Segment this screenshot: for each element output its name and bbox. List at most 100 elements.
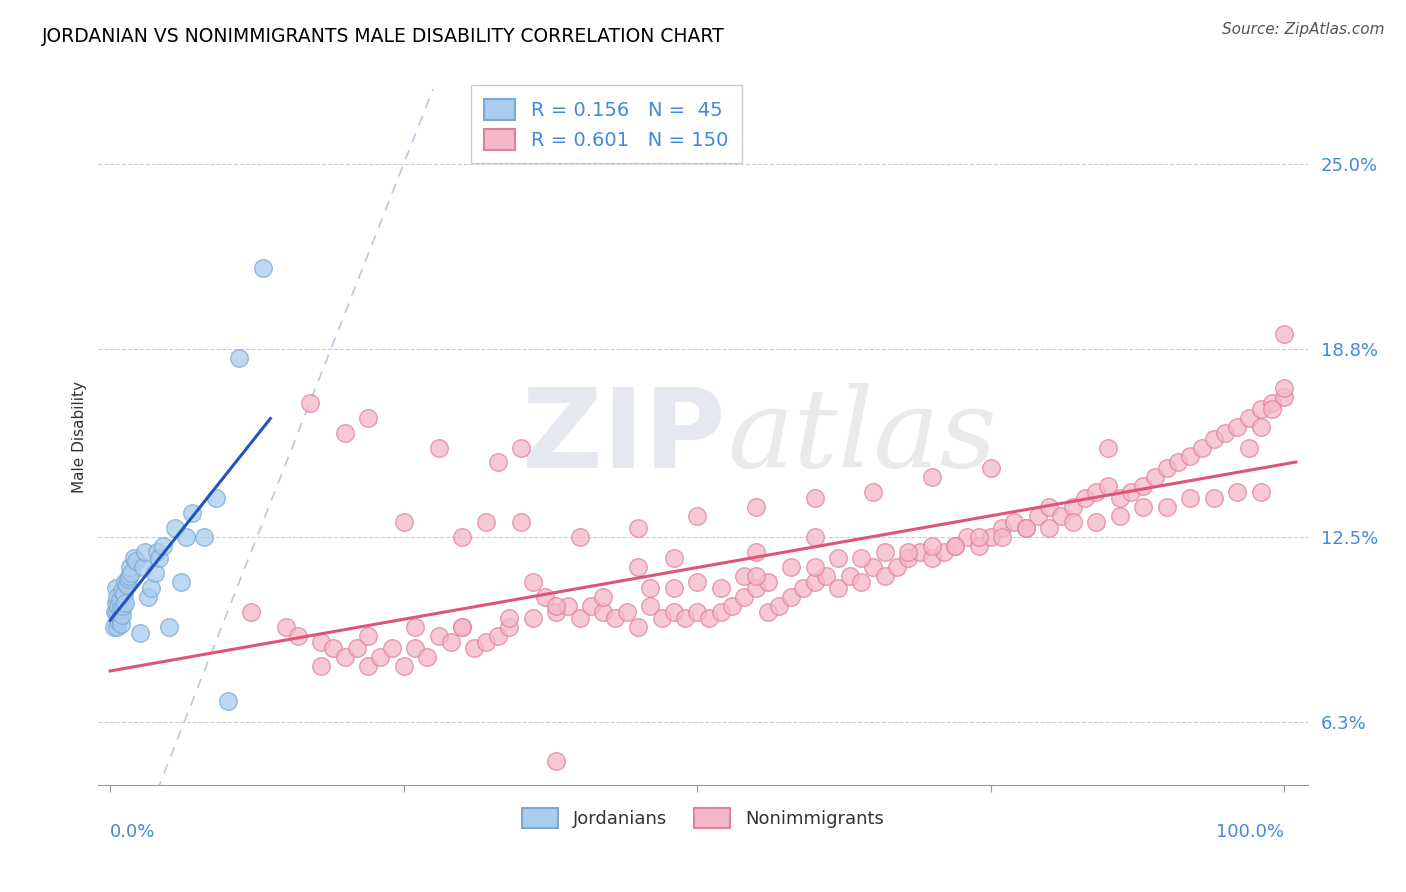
Point <box>1191 441 1213 455</box>
Point <box>141 581 163 595</box>
Point <box>510 515 533 529</box>
Point <box>803 574 825 589</box>
Point <box>745 545 768 559</box>
Text: ZIP: ZIP <box>522 384 725 491</box>
Point <box>111 583 134 598</box>
Point <box>381 640 404 655</box>
Point <box>333 425 356 440</box>
Point <box>163 521 186 535</box>
Point <box>486 455 509 469</box>
Point <box>110 616 132 631</box>
Point <box>522 611 544 625</box>
Point <box>107 599 129 613</box>
Point <box>311 658 333 673</box>
Point <box>815 569 838 583</box>
Point <box>980 461 1002 475</box>
Point <box>1237 441 1260 455</box>
Point <box>557 599 579 613</box>
Point <box>616 605 638 619</box>
Point <box>792 581 814 595</box>
Point <box>451 530 474 544</box>
Point <box>522 574 544 589</box>
Point <box>945 539 967 553</box>
Point <box>451 620 474 634</box>
Point <box>1038 500 1060 515</box>
Point <box>780 560 803 574</box>
Point <box>873 569 896 583</box>
Point <box>627 560 650 574</box>
Point <box>908 545 931 559</box>
Point <box>710 581 733 595</box>
Point <box>803 560 825 574</box>
Point <box>756 605 779 619</box>
Point <box>298 396 321 410</box>
Point <box>1272 381 1295 395</box>
Point <box>745 500 768 515</box>
Point <box>120 566 142 580</box>
Point <box>287 629 309 643</box>
Point <box>1038 521 1060 535</box>
Point <box>568 611 591 625</box>
Point <box>921 470 943 484</box>
Text: 100.0%: 100.0% <box>1216 823 1284 841</box>
Point <box>486 629 509 643</box>
Point <box>1026 509 1049 524</box>
Point <box>416 649 439 664</box>
Point <box>105 590 128 604</box>
Point <box>1097 479 1119 493</box>
Point <box>1250 419 1272 434</box>
Point <box>851 551 873 566</box>
Point <box>404 620 426 634</box>
Point <box>733 569 755 583</box>
Point <box>945 539 967 553</box>
Point <box>111 607 134 622</box>
Point <box>427 441 450 455</box>
Point <box>956 530 979 544</box>
Point <box>276 620 298 634</box>
Point <box>311 634 333 648</box>
Point <box>627 521 650 535</box>
Point <box>768 599 790 613</box>
Point <box>1121 485 1143 500</box>
Point <box>252 261 274 276</box>
Point <box>603 611 626 625</box>
Point <box>368 649 391 664</box>
Point <box>967 530 990 544</box>
Point <box>1097 441 1119 455</box>
Point <box>1261 396 1284 410</box>
Point <box>686 605 709 619</box>
Point <box>862 485 884 500</box>
Point <box>128 625 150 640</box>
Point <box>533 590 555 604</box>
Point <box>104 605 127 619</box>
Point <box>322 640 344 655</box>
Point <box>346 640 368 655</box>
Point <box>897 551 920 566</box>
Point <box>627 620 650 634</box>
Point <box>439 634 461 648</box>
Point <box>1202 491 1225 506</box>
Point <box>1202 432 1225 446</box>
Point <box>697 611 720 625</box>
Point <box>733 590 755 604</box>
Point <box>1156 461 1178 475</box>
Point <box>1132 500 1154 515</box>
Point <box>392 515 415 529</box>
Point <box>115 578 138 592</box>
Point <box>105 605 128 619</box>
Point <box>125 554 148 568</box>
Point <box>392 658 415 673</box>
Point <box>1226 485 1249 500</box>
Point <box>991 521 1014 535</box>
Point <box>112 599 135 613</box>
Point <box>932 545 955 559</box>
Point <box>1050 509 1073 524</box>
Point <box>546 754 568 768</box>
Point <box>107 614 129 628</box>
Point <box>991 530 1014 544</box>
Point <box>169 574 191 589</box>
Point <box>568 530 591 544</box>
Point <box>110 601 132 615</box>
Point <box>1073 491 1095 506</box>
Y-axis label: Male Disability: Male Disability <box>72 381 87 493</box>
